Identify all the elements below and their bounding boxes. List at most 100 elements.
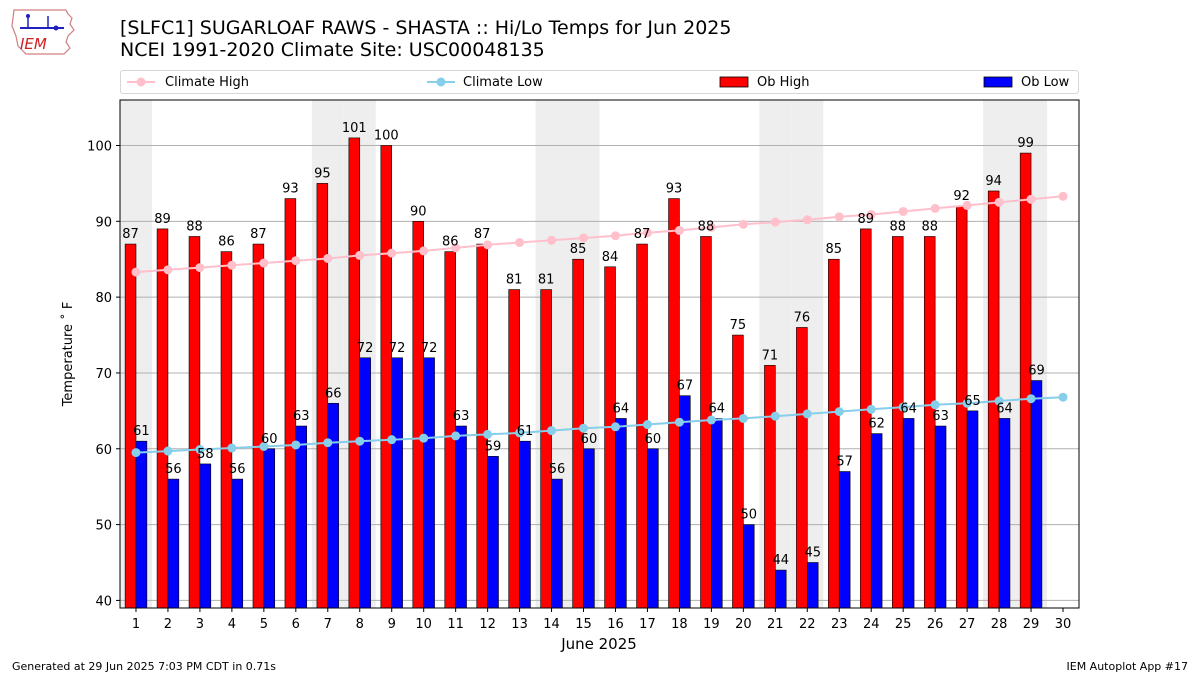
bar-ob-low: [519, 440, 531, 609]
climate-high-point: [227, 260, 237, 270]
climate-high-line: [135, 195, 1064, 274]
bar-ob-low: [615, 418, 627, 609]
climate-low-point: [770, 411, 780, 421]
data-label-ob-high: 86: [442, 235, 459, 250]
iem-logo: IEM: [8, 6, 82, 58]
x-tick-label: 10: [415, 617, 432, 632]
climate-low-line: [135, 396, 1064, 454]
data-label-ob-low: 44: [772, 553, 789, 568]
climate-high-point: [483, 240, 493, 250]
bar-ob-low: [934, 425, 947, 609]
climate-low-point: [898, 402, 908, 412]
bar-ob-low: [583, 448, 595, 609]
data-label-ob-low: 67: [677, 379, 694, 394]
bar-ob-high: [380, 145, 393, 609]
bar-ob-high: [604, 266, 616, 609]
bar-ob-high: [188, 236, 201, 609]
data-label-ob-high: 99: [1017, 136, 1034, 151]
bar-ob-low: [902, 418, 915, 609]
climate-high-point: [738, 219, 748, 229]
bar-ob-high: [476, 243, 488, 609]
climate-high-point: [994, 197, 1004, 207]
logo-text: IEM: [20, 35, 47, 53]
data-label-ob-low: 64: [900, 401, 917, 416]
data-label-ob-low: 45: [804, 546, 821, 561]
data-label-ob-low: 72: [389, 341, 406, 356]
climate-high-point: [962, 200, 972, 210]
data-label-ob-high: 92: [953, 189, 970, 204]
climate-high-point: [610, 231, 620, 241]
bar-ob-low: [263, 448, 276, 609]
climate-low-point: [866, 404, 876, 414]
climate-high-point: [259, 258, 269, 268]
bar-ob-low: [199, 463, 212, 609]
bar-ob-low: [743, 524, 755, 609]
climate-low-point: [451, 431, 461, 441]
climate-high-point: [834, 212, 844, 222]
iem-logo-graphic: IEM: [11, 9, 75, 55]
data-label-ob-high: 88: [698, 219, 715, 234]
climate-low-point: [259, 442, 269, 452]
x-tick-label: 21: [767, 617, 784, 632]
x-tick-label: 29: [1023, 617, 1040, 632]
data-label-ob-low: 58: [197, 447, 214, 462]
data-label-ob-high: 93: [666, 182, 683, 197]
x-tick-label: 22: [799, 617, 816, 632]
climate-high-point: [898, 206, 908, 216]
climate-low-point: [227, 443, 237, 453]
bar-ob-low: [838, 471, 851, 609]
legend-marker-ob-high: [719, 76, 749, 88]
climate-high-point: [131, 267, 141, 277]
bar-ob-low: [359, 357, 371, 609]
data-label-ob-high: 88: [889, 219, 906, 234]
climate-high-point: [451, 243, 461, 253]
data-label-ob-high: 86: [218, 235, 235, 250]
bar-ob-high: [156, 228, 169, 609]
data-label-ob-low: 56: [549, 462, 566, 477]
climate-low-point: [738, 413, 748, 423]
y-tick-label: 40: [95, 594, 112, 609]
footer-app: IEM Autoplot App #17: [1066, 660, 1189, 673]
x-tick-label: 26: [927, 617, 944, 632]
data-label-ob-high: 88: [186, 219, 203, 234]
data-label-ob-high: 87: [122, 227, 139, 242]
legend: Climate High Climate Low Ob High Ob Low: [120, 70, 1079, 94]
data-label-ob-low: 59: [485, 439, 502, 454]
climate-low-point: [1026, 394, 1036, 404]
x-tick-label: 2: [164, 617, 172, 632]
data-label-ob-low: 63: [453, 409, 470, 424]
climate-high-point: [387, 248, 397, 258]
climate-low-point: [802, 409, 812, 419]
climate-high-point: [515, 238, 525, 248]
bar-ob-high: [828, 258, 840, 609]
data-label-ob-high: 101: [342, 121, 367, 136]
data-label-ob-high: 90: [410, 204, 427, 219]
x-tick-label: 27: [959, 617, 976, 632]
y-tick-label: 90: [95, 215, 112, 230]
x-tick-label: 6: [292, 617, 300, 632]
bar-ob-low: [455, 425, 467, 609]
data-label-ob-low: 56: [165, 462, 182, 477]
climate-low-point: [962, 398, 972, 408]
climate-high-point: [163, 265, 173, 275]
bar-ob-low: [423, 357, 435, 609]
x-tick-label: 20: [735, 617, 752, 632]
data-label-ob-low: 64: [709, 401, 726, 416]
bar-ob-low: [1030, 380, 1043, 609]
bar-ob-high: [444, 251, 456, 609]
bar-ob-high: [508, 289, 520, 609]
y-axis-label: Temperature ˚ F: [60, 302, 76, 408]
x-tick-label: 8: [356, 617, 364, 632]
data-label-ob-low: 60: [261, 432, 278, 447]
bar-ob-low: [775, 569, 787, 609]
y-tick-label: 50: [95, 519, 112, 534]
bar-ob-low: [391, 357, 403, 609]
y-tick-label: 60: [95, 443, 112, 458]
bar-ob-high: [892, 236, 904, 609]
data-label-ob-high: 93: [282, 182, 299, 197]
climate-low-point: [131, 448, 141, 458]
data-label-ob-low: 61: [133, 424, 150, 439]
data-label-ob-high: 95: [314, 166, 331, 181]
climate-low-point: [706, 415, 716, 425]
x-tick-label: 1: [132, 617, 140, 632]
